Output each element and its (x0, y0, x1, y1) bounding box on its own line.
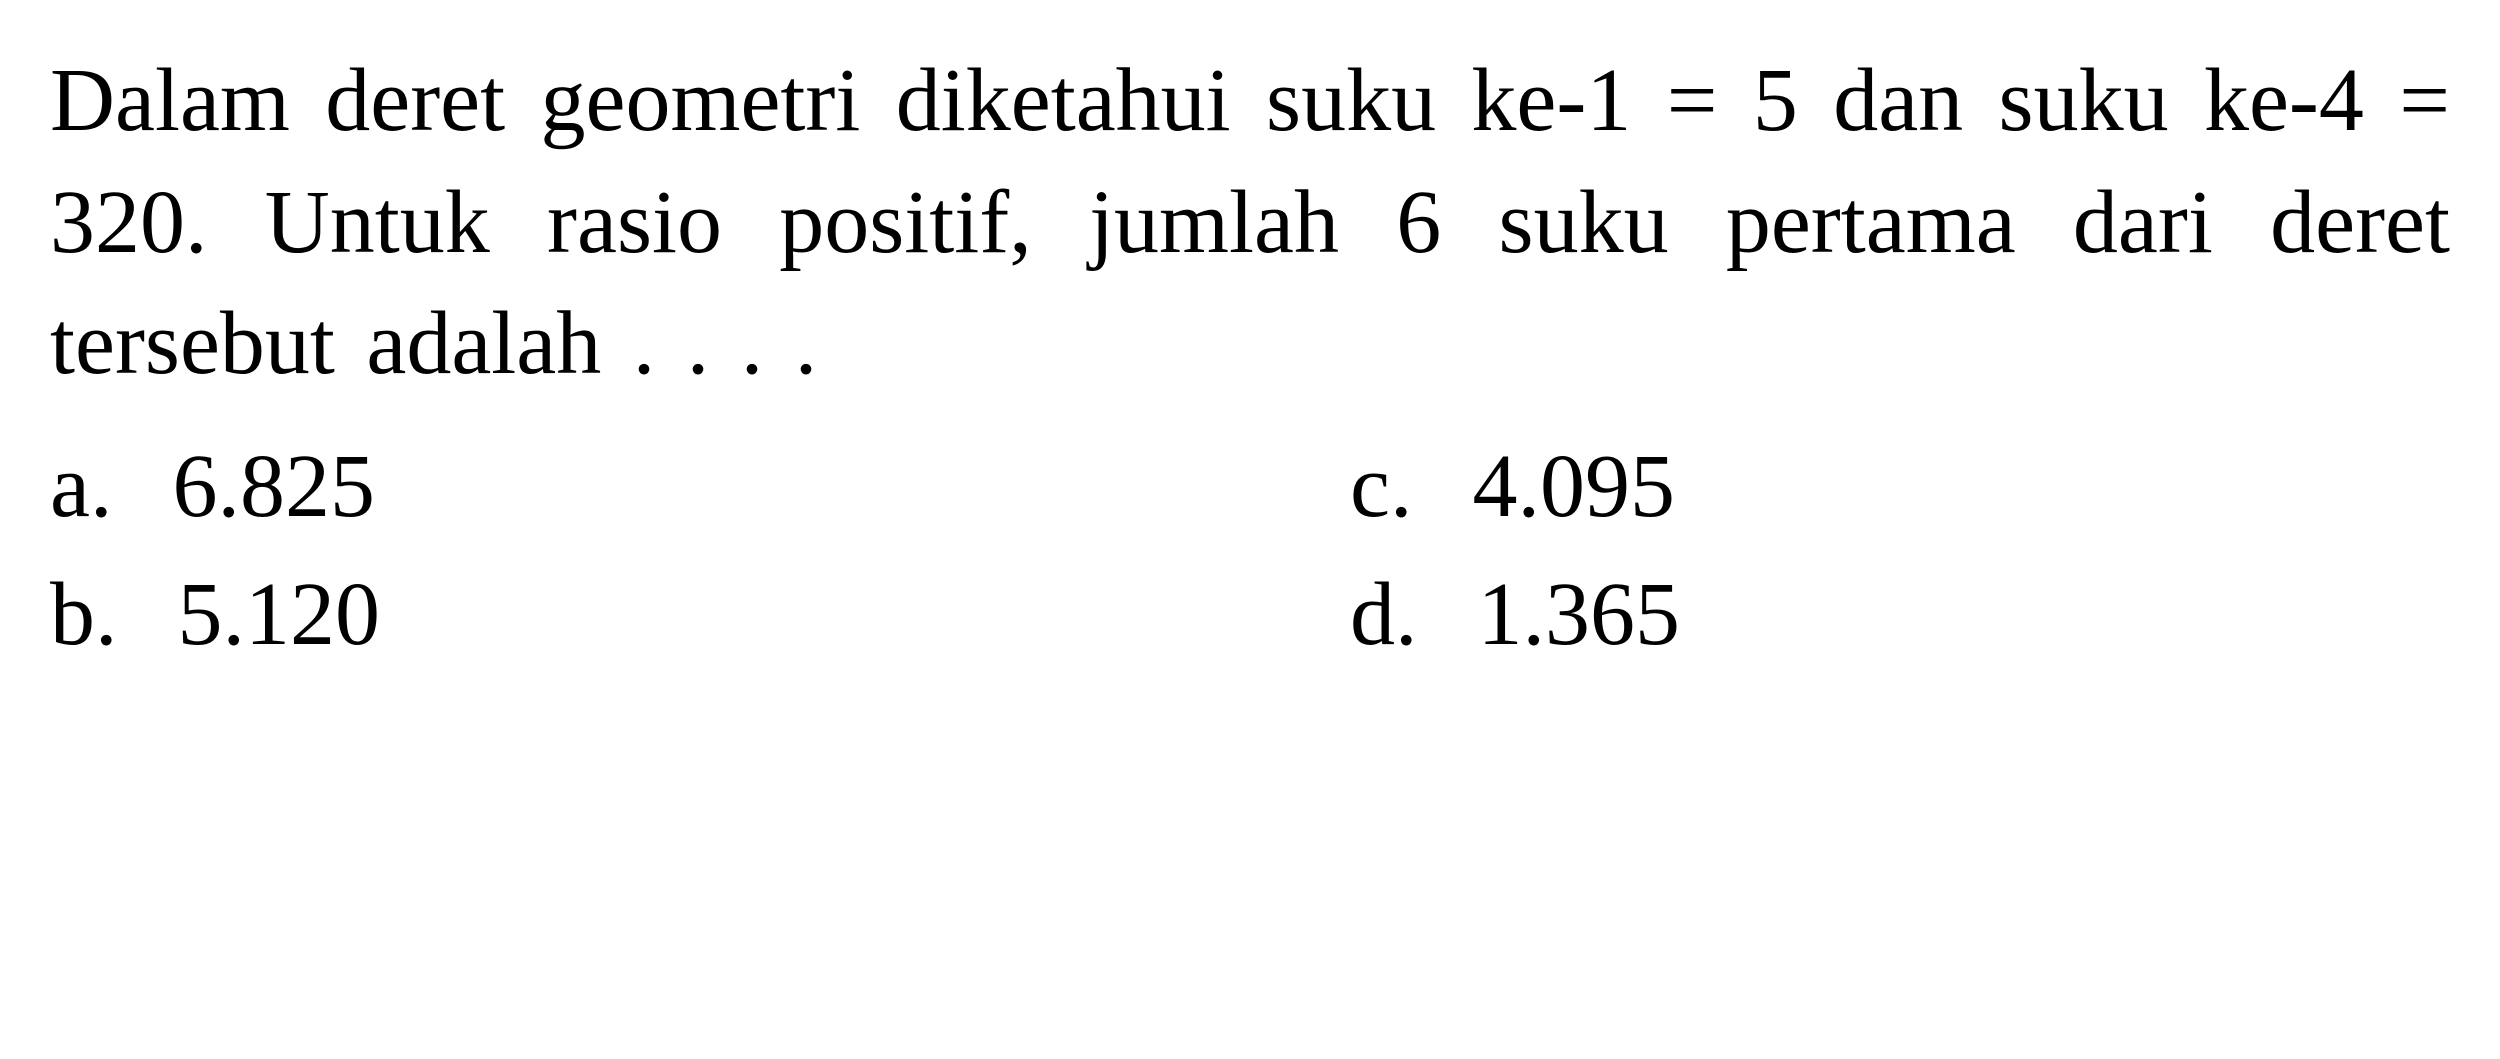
options-container: a. 6.825 c. 4.095 b. 5.120 d. 1.365 (50, 435, 2450, 666)
option-letter: d. (1350, 563, 1418, 666)
option-c: c. 4.095 (1350, 435, 2450, 538)
option-value: 4.095 (1472, 435, 2450, 538)
option-value: 5.120 (178, 563, 1151, 666)
option-letter: a. (50, 435, 112, 538)
option-d: d. 1.365 (1350, 563, 2450, 666)
option-value: 6.825 (172, 435, 1150, 538)
option-b: b. 5.120 (50, 563, 1150, 666)
question-text: Dalam deret geometri diketahui suku ke-1… (50, 40, 2450, 405)
option-value: 1.365 (1478, 563, 2451, 666)
option-letter: b. (50, 563, 118, 666)
option-letter: c. (1350, 435, 1412, 538)
option-a: a. 6.825 (50, 435, 1150, 538)
